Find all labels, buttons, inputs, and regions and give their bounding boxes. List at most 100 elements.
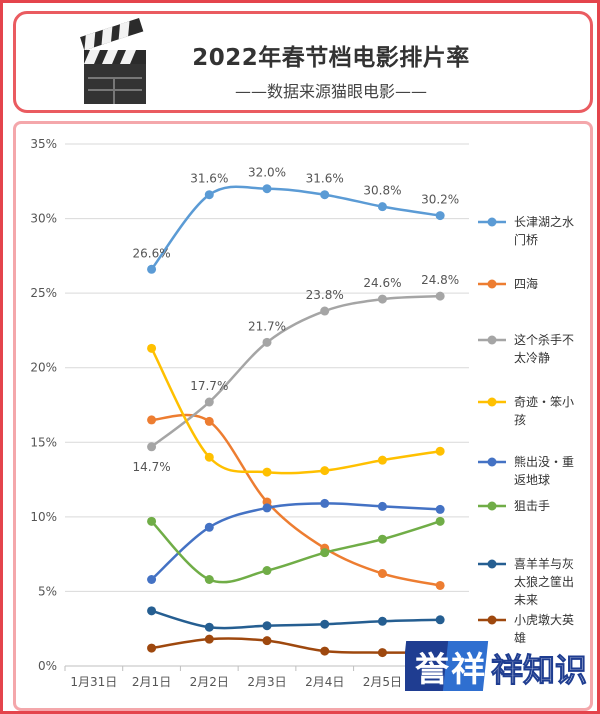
watermark-char-a: 誉 <box>415 650 450 690</box>
legend-label: 狙击手 <box>514 499 550 513</box>
legend-label: 长津湖之水 <box>514 214 574 229</box>
data-point <box>377 569 387 579</box>
data-point <box>262 621 272 631</box>
series-line <box>150 520 441 584</box>
y-tick-label: 20% <box>30 361 57 375</box>
legend-label: 雄 <box>514 630 526 645</box>
series-line <box>151 637 441 654</box>
data-point <box>435 516 445 526</box>
legend-label: 太狼之筐出 <box>514 574 574 589</box>
clapperboard-icon <box>80 18 146 104</box>
data-label: 21.7% <box>248 319 286 333</box>
data-point <box>435 504 445 514</box>
data-point <box>377 501 387 511</box>
data-point <box>320 306 330 316</box>
legend-label: 奇迹・笨小 <box>514 394 574 409</box>
data-point <box>204 634 214 644</box>
data-label: 24.6% <box>363 276 401 290</box>
data-label: 14.7% <box>133 460 171 474</box>
y-tick-label: 35% <box>30 137 57 151</box>
data-label: 24.8% <box>421 273 459 287</box>
legend-label: 喜羊羊与灰 <box>514 556 574 571</box>
series-line <box>150 294 441 448</box>
data-point <box>262 184 272 194</box>
data-point <box>204 416 214 426</box>
data-label: 30.2% <box>421 193 459 207</box>
data-label: 31.6% <box>190 172 228 186</box>
y-tick-label: 30% <box>30 212 57 226</box>
data-label: 23.8% <box>306 288 344 302</box>
data-point <box>377 455 387 465</box>
x-tick-label: 2月1日 <box>132 675 171 689</box>
y-tick-label: 15% <box>30 435 57 449</box>
data-point <box>435 615 445 625</box>
legend-label: 四海 <box>514 276 538 291</box>
data-label: 26.6% <box>133 246 171 260</box>
data-label: 17.7% <box>190 379 228 393</box>
legend-label: 这个杀手不 <box>514 332 574 347</box>
data-point <box>204 522 214 532</box>
data-point <box>147 574 157 584</box>
data-point <box>262 503 272 513</box>
data-point <box>320 619 330 629</box>
data-point <box>147 415 157 425</box>
y-tick-label: 25% <box>30 286 57 300</box>
series-line <box>151 413 441 587</box>
legend-swatch-marker <box>487 615 497 625</box>
data-label: 31.6% <box>306 172 344 186</box>
data-label: 30.8% <box>363 184 401 198</box>
data-point <box>204 452 214 462</box>
data-label: 32.0% <box>248 166 286 180</box>
data-point <box>147 606 157 616</box>
data-point <box>435 211 445 221</box>
x-tick-label: 2月5日 <box>363 675 402 689</box>
data-point <box>377 616 387 626</box>
x-tick-label: 1月31日 <box>70 675 117 689</box>
data-point <box>435 580 445 590</box>
data-point <box>377 202 387 212</box>
data-point <box>320 190 330 200</box>
legend-label: 熊出没・重 <box>514 454 574 469</box>
data-point <box>320 646 330 656</box>
data-point <box>262 467 272 477</box>
legend-label: 未来 <box>514 593 538 607</box>
data-point <box>204 190 214 200</box>
data-point <box>320 466 330 476</box>
legend-label: 太冷静 <box>514 350 550 365</box>
data-point <box>204 622 214 632</box>
chart-panel: 0% 5% 10% 15% 20% 25% 30% 35% 1月31日 2月1日 2月2日 2月3日 2… <box>13 121 593 711</box>
line-chart: 0% 5% 10% 15% 20% 25% 30% 35% 1月31日 2月1日 2月2日 2月3日 2… <box>30 137 574 689</box>
y-tick-label: 5% <box>38 584 57 598</box>
watermark-logo: 誉 祥 祥知识 <box>405 641 588 691</box>
legend-label: 门桥 <box>514 232 538 247</box>
y-tick-label: 0% <box>38 659 57 673</box>
data-point <box>147 442 157 452</box>
series-line <box>150 185 441 271</box>
data-point <box>320 548 330 558</box>
data-point <box>377 294 387 304</box>
legend-swatch-marker <box>487 397 497 407</box>
legend-label: 返地球 <box>514 473 550 487</box>
data-point <box>377 534 387 544</box>
legend-swatch-marker <box>487 457 497 467</box>
data-point <box>147 643 157 653</box>
watermark-text: 祥知识 <box>491 651 587 689</box>
legend-label: 孩 <box>514 413 526 427</box>
x-tick-label: 2月2日 <box>190 675 229 689</box>
legend-swatch-marker <box>487 501 497 511</box>
data-point <box>147 343 157 353</box>
x-tick-label: 2月3日 <box>247 675 286 689</box>
data-point <box>377 648 387 658</box>
watermark-char-b: 祥 <box>451 650 485 690</box>
data-point <box>262 636 272 646</box>
title-box: 2022年春节档电影排片率 ——数据来源猫眼电影—— <box>13 11 593 113</box>
data-point <box>147 264 157 274</box>
data-point <box>262 566 272 576</box>
data-point <box>435 446 445 456</box>
series-line <box>151 609 441 630</box>
data-point <box>262 337 272 347</box>
legend-label: 小虎墩大英 <box>514 613 574 627</box>
data-point <box>204 574 214 584</box>
legend-swatch-marker <box>487 279 497 289</box>
